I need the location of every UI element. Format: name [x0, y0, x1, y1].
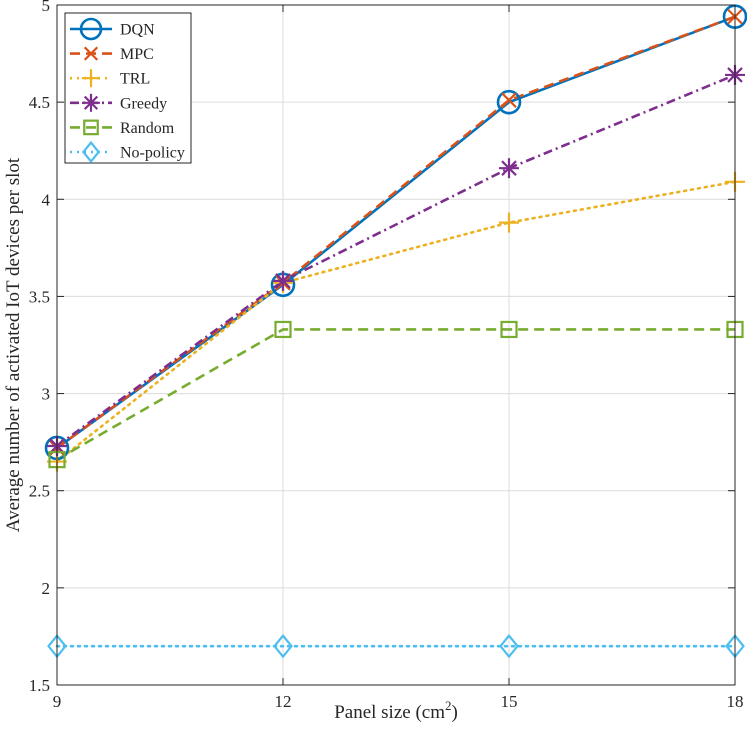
marker-stroke	[501, 92, 517, 108]
y-axis-label: Average number of activated IoT devices …	[3, 157, 24, 532]
y-tick-label: 5	[42, 0, 51, 15]
legend-marker	[81, 140, 101, 164]
y-tick-label: 4.5	[29, 93, 50, 112]
legend-label: Greedy	[120, 95, 167, 112]
legend-item-greedy: Greedy	[70, 93, 167, 112]
legend-item-random: Random	[70, 119, 175, 137]
x-tick-labels: 9 12 15 18	[53, 692, 744, 711]
data-point-no-policy	[273, 633, 293, 659]
data-point-random	[274, 320, 292, 339]
marker-stroke	[275, 273, 291, 289]
marker-stroke	[83, 46, 99, 61]
x-axis-label: Panel size (cm2)	[334, 698, 458, 723]
y-tick-label: 2.5	[29, 482, 50, 501]
y-tick-label: 3	[42, 385, 51, 404]
series-line-trl	[55, 180, 737, 463]
marker-stroke	[83, 95, 99, 110]
y-tick-labels: 1.5 2 2.5 3 3.5 4 4.5 5	[29, 0, 51, 695]
legend-label: TRL	[120, 71, 150, 88]
series-line-greedy	[56, 73, 736, 448]
marker-stroke	[501, 160, 517, 176]
legend-item-dqn: DQN	[70, 17, 155, 41]
data-point-no-policy	[499, 633, 519, 659]
data-point-dqn	[496, 89, 522, 115]
y-tick-label: 1.5	[29, 676, 50, 695]
series-line-random	[56, 328, 735, 461]
legend-label: Random	[120, 120, 175, 137]
legend-marker	[83, 46, 99, 61]
series-lines	[55, 15, 737, 648]
plot-frame	[56, 4, 736, 686]
legend-item-trl: TRL	[70, 69, 150, 88]
legend-label: No-policy	[120, 145, 185, 162]
legend-marker	[82, 93, 100, 112]
legend-label: DQN	[120, 22, 155, 39]
y-tick-label: 3.5	[29, 287, 50, 306]
x-tick-label: 15	[501, 692, 518, 711]
data-point-mpc	[501, 92, 517, 108]
legend: DQN MPC TRL Greedy Random No-policy	[64, 12, 192, 164]
x-tick-label: 12	[275, 692, 292, 711]
x-tick-label: 9	[53, 692, 62, 711]
data-point-greedy	[273, 270, 293, 291]
series-line-mpc	[56, 15, 736, 450]
y-tick-label: 2	[42, 579, 51, 598]
x-tick-label: 18	[727, 692, 744, 711]
y-tick-label: 4	[42, 190, 51, 209]
legend-marker	[79, 17, 103, 41]
data-point-greedy	[499, 158, 519, 179]
data-point-random	[500, 320, 518, 339]
legend-label: MPC	[120, 46, 154, 63]
data-point-trl	[499, 212, 519, 233]
legend-marker	[82, 69, 100, 88]
legend-item-no-policy: No-policy	[70, 140, 185, 164]
legend-marker	[83, 119, 99, 136]
legend-item-mpc: MPC	[70, 46, 154, 63]
